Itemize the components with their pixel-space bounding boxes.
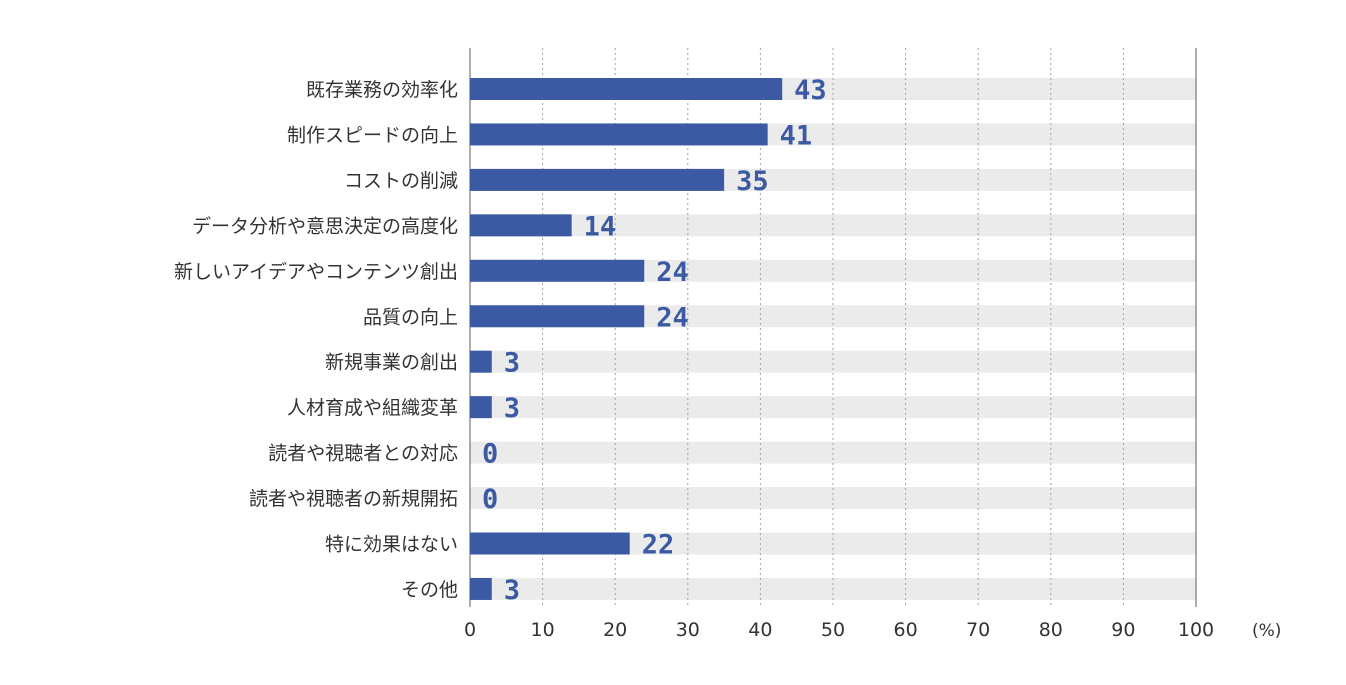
value-label: 3 — [504, 348, 520, 379]
category-label: 人材育成や組織変革 — [287, 397, 458, 419]
x-tick-label: 60 — [894, 619, 918, 641]
value-label: 41 — [780, 120, 813, 151]
category-label: 新規事業の創出 — [325, 352, 458, 374]
bar — [470, 532, 630, 555]
bar — [470, 123, 768, 146]
x-tick-label: 40 — [748, 619, 772, 641]
x-tick-label: 10 — [531, 619, 555, 641]
bar-track — [470, 305, 1196, 328]
bar — [470, 350, 492, 373]
category-labels: 既存業務の効率化制作スピードの向上コストの削減データ分析や意思決定の高度化新しい… — [174, 79, 458, 601]
x-tick-label: 0 — [464, 619, 476, 641]
x-tick-label: 70 — [966, 619, 990, 641]
bars — [470, 78, 783, 600]
bar — [470, 259, 645, 282]
category-label: 読者や視聴者との対応 — [268, 443, 458, 465]
value-label: 24 — [656, 257, 689, 288]
value-label: 24 — [656, 302, 689, 333]
category-label: 読者や視聴者の新規開拓 — [249, 488, 458, 510]
category-label: 新しいアイデアやコンテンツ創出 — [174, 261, 458, 283]
value-label: 3 — [504, 393, 520, 424]
bar — [470, 577, 492, 600]
bar — [470, 78, 783, 100]
bar-tracks — [470, 78, 1196, 600]
x-tick-label: 20 — [603, 619, 627, 641]
x-tick-labels: 0 10 20 30 40 50 60 70 80 90 100 — [464, 619, 1214, 641]
bar — [470, 214, 572, 237]
bar-track — [470, 350, 1196, 373]
category-label: データ分析や意思決定の高度化 — [192, 215, 458, 237]
bar-track — [470, 441, 1196, 464]
bar-track — [470, 259, 1196, 282]
x-tick-label: 80 — [1039, 619, 1063, 641]
x-tick-label: 50 — [821, 619, 845, 641]
value-label: 14 — [584, 211, 617, 242]
value-label: 0 — [482, 484, 498, 515]
category-label: 特に効果はない — [325, 534, 458, 556]
category-label: その他 — [401, 579, 458, 601]
bar-track — [470, 396, 1196, 419]
category-label: 既存業務の効率化 — [306, 79, 458, 101]
value-label: 22 — [642, 530, 675, 561]
value-label: 3 — [504, 575, 520, 606]
x-tick-label: 30 — [676, 619, 700, 641]
bar — [470, 168, 725, 191]
category-label: 制作スピードの向上 — [287, 124, 458, 146]
value-label: 0 — [482, 439, 498, 470]
value-label: 43 — [794, 75, 827, 106]
x-tick-label: 100 — [1178, 619, 1214, 641]
category-label: コストの削減 — [344, 170, 458, 192]
bar — [470, 305, 645, 328]
bar-track — [470, 214, 1196, 237]
category-label: 品質の向上 — [363, 306, 458, 328]
value-label: 35 — [736, 166, 769, 197]
x-tick-label: 90 — [1111, 619, 1135, 641]
x-unit-label: (%) — [1252, 621, 1281, 641]
bar — [470, 396, 492, 419]
